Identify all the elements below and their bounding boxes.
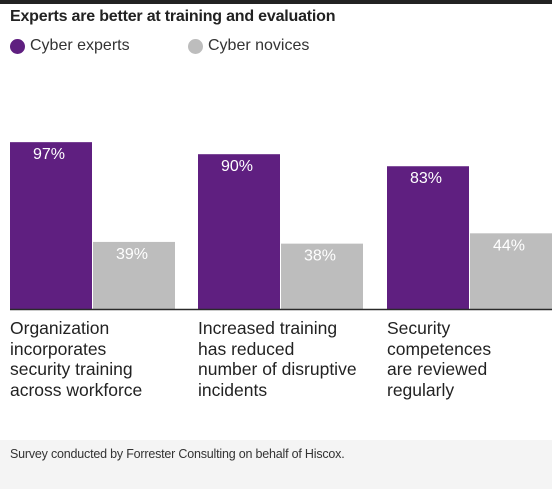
legend-label-experts: Cyber experts [30, 37, 130, 54]
category-label-line: competences [387, 338, 492, 359]
bar-novices-0 [93, 241, 175, 309]
bar-novices-1 [281, 243, 363, 309]
category-label-line: regularly [387, 379, 455, 400]
category-label-line: security training [10, 359, 133, 379]
legend-swatch-experts [10, 38, 25, 54]
category-label-1: Increased training has reduced number of d… [198, 318, 373, 400]
category-label-line: are reviewed [387, 359, 488, 379]
category-label-0: Organization incorporates security trainin… [10, 318, 185, 400]
chart-title: Experts are better at training and evalu… [10, 8, 336, 25]
bar-value-label-novices-1: 38% [304, 248, 336, 265]
legend-label-novices: Cyber novices [208, 37, 310, 54]
bar-experts-1 [198, 154, 280, 309]
bar-experts-0 [10, 142, 92, 309]
legend-item-experts: Cyber experts [10, 37, 130, 55]
category-label-line: Security [387, 318, 451, 338]
bar-value-label-experts-1: 90% [221, 158, 253, 175]
footnote: Survey conducted by Forrester Consulting… [10, 447, 345, 461]
top-rule [0, 0, 552, 4]
bar-experts-2 [387, 166, 469, 309]
legend-item-novices: Cyber novices [188, 37, 309, 55]
footnote-band [0, 440, 552, 489]
category-label-line: incorporates [10, 338, 107, 359]
category-label-2: Security competences are reviewed regularly [387, 318, 552, 400]
category-label-line: incidents [198, 379, 268, 400]
bar-value-label-novices-2: 44% [493, 237, 525, 254]
bar-value-label-experts-2: 83% [410, 170, 442, 187]
category-label-line: has reduced [198, 338, 295, 359]
bar-value-label-experts-0: 97% [33, 146, 65, 163]
bar-novices-2 [470, 233, 552, 309]
category-label-line: across workforce [10, 379, 143, 400]
category-label-line: number of disruptive [198, 359, 357, 379]
legend-swatch-novices [188, 38, 203, 54]
category-label-line: Organization [10, 318, 110, 338]
category-label-line: Increased training [198, 318, 338, 338]
bar-value-label-novices-0: 39% [116, 246, 148, 263]
